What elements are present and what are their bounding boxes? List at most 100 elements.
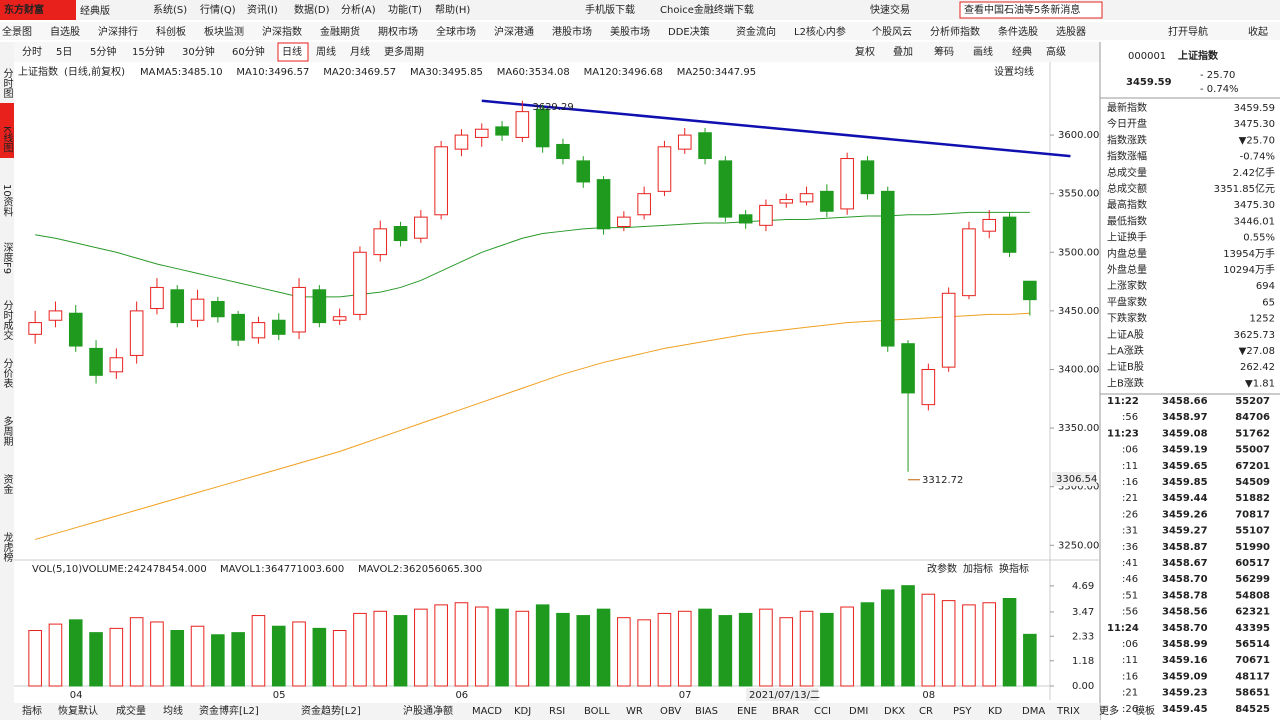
period-tab[interactable]: 60分钟 (232, 45, 265, 58)
bottom-tab[interactable]: DMA (1022, 706, 1045, 717)
nav-item[interactable]: 期权市场 (378, 25, 418, 38)
sidebar-tab[interactable]: K线图 (1, 126, 13, 153)
bottom-tab[interactable]: BRAR (772, 706, 799, 717)
period-tab[interactable]: 日线 (282, 45, 302, 58)
candle-body (393, 225, 408, 242)
nav-item[interactable]: 科创板 (156, 25, 186, 38)
bottom-tab[interactable]: 沪股通净额 (403, 704, 453, 717)
period-tab[interactable]: 分时 (22, 46, 42, 58)
nav-item[interactable]: 资金流向 (736, 25, 776, 38)
sidebar-tab[interactable]: 龙虎榜 (1, 531, 13, 563)
bottom-tab[interactable]: 资金趋势[L2] (301, 704, 361, 717)
download-link[interactable]: 手机版下载 (585, 3, 635, 16)
sidebar-tab[interactable]: 分时成交 (1, 300, 13, 341)
volume-tool[interactable]: 加指标 (963, 562, 993, 575)
nav-right[interactable]: 收起 (1248, 25, 1268, 38)
nav-item[interactable]: 全球市场 (436, 25, 476, 38)
candle-body (556, 143, 570, 160)
bottom-tab[interactable]: MACD (472, 706, 502, 717)
bottom-tab[interactable]: CR (919, 706, 933, 717)
nav-item[interactable]: 自选股 (50, 25, 80, 38)
sidebar-tab[interactable]: 多周期 (1, 415, 13, 447)
bottom-tab[interactable]: OBV (660, 706, 681, 717)
nav-item[interactable]: 港股市场 (552, 25, 592, 38)
sidebar-tab[interactable]: 深度F9 (1, 242, 13, 274)
menu-item[interactable]: 功能(T) (388, 3, 422, 16)
bottom-tab[interactable]: CCI (814, 706, 831, 717)
tool-button[interactable]: 高级 (1046, 45, 1066, 58)
menu-item[interactable]: 分析(A) (341, 3, 376, 16)
tool-button[interactable]: 筹码 (934, 45, 954, 58)
nav-item[interactable]: 沪深排行 (98, 25, 138, 38)
candle-body (251, 322, 266, 339)
bottom-tab[interactable]: TRIX (1056, 706, 1080, 717)
tick-time: :06 (1122, 445, 1138, 456)
period-tab[interactable]: 周线 (316, 45, 336, 58)
period-tab[interactable]: 更多周期 (384, 45, 424, 58)
tool-button[interactable]: 经典 (1012, 45, 1032, 58)
bottom-tab[interactable]: WR (626, 706, 643, 717)
nav-item[interactable]: 金融期货 (320, 25, 360, 38)
menu-item[interactable]: 帮助(H) (435, 3, 470, 16)
nav-item[interactable]: L2核心内参 (794, 25, 846, 38)
period-tab[interactable]: 5分钟 (90, 45, 116, 58)
volume-tool[interactable]: 换指标 (999, 562, 1029, 575)
sidebar-tab[interactable]: 资金 (1, 474, 13, 494)
bottom-tab[interactable]: KD (988, 706, 1003, 717)
nav-item[interactable]: 沪深港通 (494, 25, 534, 38)
bottom-tab[interactable]: 资金博弈[L2] (199, 704, 259, 717)
bottom-tab[interactable]: DMI (849, 706, 868, 717)
bottom-tab[interactable]: 更多 (1099, 704, 1119, 717)
bottom-tab[interactable]: 成交量 (116, 704, 146, 717)
bottom-tab[interactable]: DKX (884, 706, 905, 717)
bottom-tab[interactable]: PSY (953, 706, 972, 717)
nav-item[interactable]: 选股器 (1056, 25, 1086, 38)
sidebar-tab[interactable]: 分时图 (1, 68, 13, 99)
quote-value: 13954万手 (1223, 247, 1275, 260)
bottom-tab[interactable]: RSI (549, 706, 565, 717)
menu-item[interactable]: 系统(S) (153, 3, 187, 16)
nav-item[interactable]: 全景图 (2, 25, 32, 38)
bottom-tab[interactable]: 均线 (163, 704, 183, 717)
download-link[interactable]: Choice金融终端下载 (660, 3, 754, 16)
nav-item[interactable]: 个股风云 (872, 26, 912, 38)
volume-tool[interactable]: 改参数 (927, 562, 957, 575)
quote-label: 内盘总量 (1107, 247, 1147, 260)
nav-item[interactable]: DDE决策 (668, 25, 710, 38)
tick-volume: 51882 (1235, 493, 1270, 504)
settings-label[interactable]: 设置均线 (994, 65, 1034, 78)
nav-item[interactable]: 沪深指数 (262, 25, 302, 38)
tool-button[interactable]: 复权 (855, 45, 875, 58)
bottom-tab[interactable]: KDJ (514, 706, 531, 717)
news[interactable]: 查看中国石油等5条新消息 (964, 3, 1080, 16)
nav-item[interactable]: 板块监测 (204, 25, 244, 38)
tool-button[interactable]: 叠加 (893, 46, 913, 58)
bottom-tab[interactable]: 恢复默认 (58, 704, 98, 717)
nav-item[interactable]: 分析师指数 (930, 25, 980, 38)
period-tab[interactable]: 月线 (350, 45, 370, 58)
bottom-tab[interactable]: BIAS (695, 706, 718, 717)
bottom-tab[interactable]: 模板 (1135, 704, 1155, 717)
nav-item[interactable]: 条件选股 (998, 25, 1038, 38)
bottom-tab[interactable]: BOLL (584, 706, 610, 717)
sidebar-tab[interactable]: 分价表 (1, 358, 13, 389)
period-tab[interactable]: 5日 (56, 47, 72, 58)
period-tab[interactable]: 15分钟 (132, 45, 165, 58)
quote-value: ▼27.08 (1239, 346, 1275, 357)
period-tab[interactable]: 30分钟 (182, 45, 215, 58)
bottom-tab[interactable]: 指标 (22, 704, 42, 717)
menu-item[interactable]: 行情(Q) (200, 3, 236, 16)
nav-right[interactable]: 打开导航 (1168, 25, 1208, 38)
bottom-tab[interactable]: ENE (737, 706, 757, 717)
sidebar-tab[interactable]: 10资料 (1, 184, 13, 218)
nav-item[interactable]: 美股市场 (610, 25, 650, 38)
volume-bar (211, 634, 225, 687)
tool-button[interactable]: 画线 (973, 45, 993, 58)
volume-header: MAVOL1:364771003.600 (220, 564, 344, 575)
menu-item[interactable]: 数据(D) (294, 3, 330, 16)
edition: 经典版 (80, 4, 110, 17)
chart-title: 上证指数 (18, 65, 58, 78)
period-active (277, 42, 309, 62)
quick-trade[interactable]: 快速交易 (870, 3, 910, 16)
menu-item[interactable]: 资讯(I) (247, 4, 278, 16)
